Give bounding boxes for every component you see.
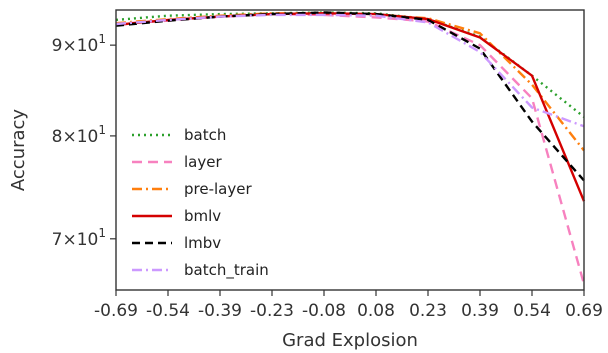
y-tick-label: 8×101 xyxy=(52,123,106,147)
x-tick-label: -0.08 xyxy=(302,301,346,321)
x-tick-label: -0.54 xyxy=(146,301,190,321)
series-line-lmbv xyxy=(115,11,585,182)
legend-label-pre-layer: pre-layer xyxy=(184,180,252,198)
series-line-bmlv xyxy=(115,12,586,202)
plot-frame xyxy=(115,9,585,291)
x-tick-label: 0.54 xyxy=(513,301,551,321)
plot-lines xyxy=(115,11,586,285)
y-tick-label: 7×101 xyxy=(52,226,106,250)
legend-label-layer: layer xyxy=(184,153,222,171)
series-line-layer xyxy=(115,12,586,285)
x-tick-label: 0.23 xyxy=(409,301,447,321)
series-line-batch_train xyxy=(115,13,585,128)
legend-label-lmbv: lmbv xyxy=(184,234,221,252)
x-tick-label: 0.08 xyxy=(357,301,395,321)
x-tick-label: -0.23 xyxy=(250,301,294,321)
x-axis-title: Grad Explosion xyxy=(282,330,418,351)
legend-label-batch: batch xyxy=(184,126,226,144)
series-line-batch xyxy=(115,11,585,118)
x-tick-label: 0.69 xyxy=(565,301,603,321)
legend-label-batch_train: batch_train xyxy=(184,261,269,280)
y-axis-title: Accuracy xyxy=(8,109,29,192)
x-tick-label: -0.39 xyxy=(198,301,242,321)
y-axis: 7×101 8×101 9×101 xyxy=(52,32,116,250)
x-tick-label: 0.39 xyxy=(461,301,499,321)
legend: batch layer pre-layer bmlv lmbv batch_train xyxy=(132,126,269,280)
legend-label-bmlv: bmlv xyxy=(184,207,221,225)
y-tick-label: 9×101 xyxy=(52,32,106,56)
x-tick-label: -0.69 xyxy=(94,301,138,321)
x-axis: -0.69 -0.54 -0.39 -0.23 -0.08 0.08 0.23 0.39 0.5… xyxy=(94,290,603,321)
